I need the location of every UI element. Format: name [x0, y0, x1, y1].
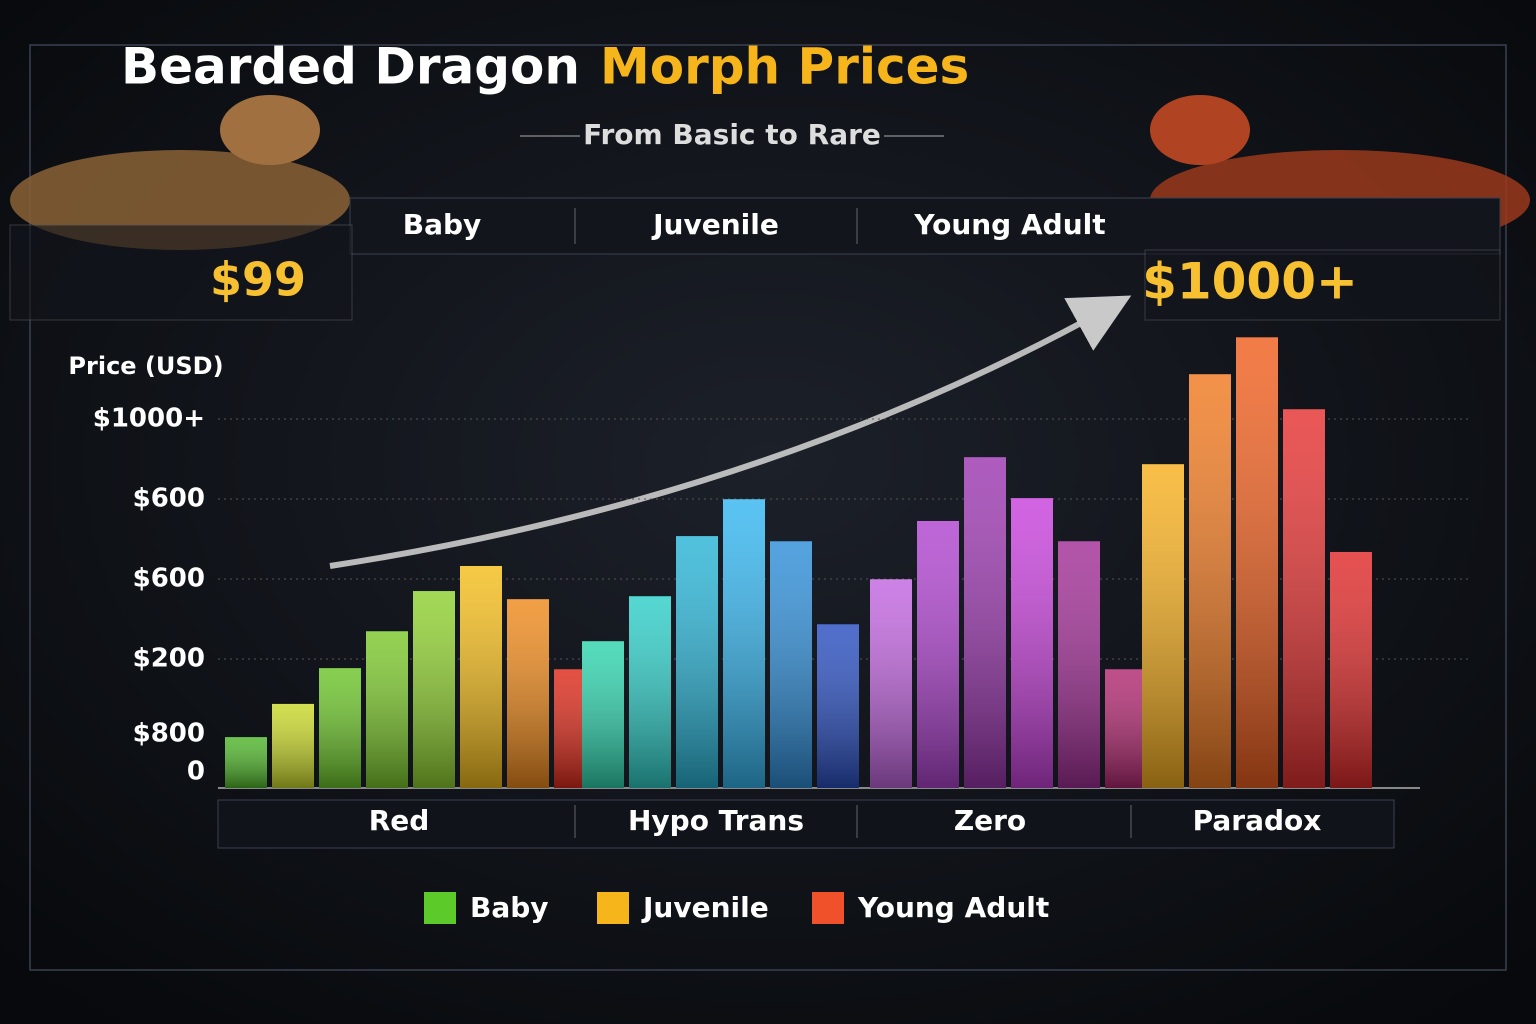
price-card-label: $99: [210, 253, 306, 307]
bar-shade: [629, 596, 671, 788]
bar-shade: [413, 591, 455, 788]
price-card: [1144, 249, 1501, 321]
bar-shade: [507, 599, 549, 788]
category-label: Hypo Trans: [628, 804, 804, 837]
bar-shade: [723, 499, 765, 788]
title-part: Morph Prices: [600, 38, 969, 96]
y-tick-label: 0: [187, 757, 205, 787]
bar-shade: [1011, 498, 1053, 788]
bar-shade: [366, 631, 408, 788]
stage-label: Juvenile: [651, 208, 779, 241]
bar-shade: [917, 520, 959, 788]
bar-shade: [225, 737, 267, 788]
y-tick-label: $600: [133, 484, 205, 514]
category-label: Zero: [954, 804, 1026, 837]
bar-shade: [676, 536, 718, 788]
bar-shade: [770, 541, 812, 788]
legend-swatch: [812, 892, 844, 924]
y-tick-label: $1000+: [93, 404, 205, 434]
y-axis-label: Price (USD): [68, 352, 223, 380]
y-tick-label: $800: [133, 719, 205, 749]
bar-shade: [1105, 669, 1147, 788]
stage-label: Young Adult: [913, 208, 1105, 241]
bar-shade: [272, 703, 314, 788]
legend-label: Juvenile: [641, 891, 769, 924]
bar-shade: [319, 668, 361, 788]
bar-shade: [1142, 464, 1184, 788]
bar-shade: [460, 565, 502, 788]
y-tick-label: $200: [133, 644, 205, 674]
price-card-label: $1000+: [1142, 253, 1358, 311]
bar-shade: [817, 624, 859, 788]
frame: [29, 44, 1507, 971]
category-band: [217, 799, 1395, 849]
bar-shade: [1330, 551, 1372, 788]
bar-shade: [1058, 541, 1100, 788]
bar-shade: [870, 579, 912, 788]
bar-shade: [582, 641, 624, 788]
bar-shade: [1189, 374, 1231, 788]
price-card: [9, 224, 353, 321]
legend-label: Baby: [470, 891, 549, 924]
stage-label: Baby: [403, 208, 482, 241]
legend-swatch: [597, 892, 629, 924]
legend-swatch: [424, 892, 456, 924]
category-label: Paradox: [1193, 804, 1322, 837]
bar-shade: [1283, 409, 1325, 788]
trend-arrow: [329, 295, 1132, 569]
legend-label: Young Adult: [857, 891, 1049, 924]
title-part: Bearded Dragon: [121, 38, 580, 96]
subtitle: From Basic to Rare: [583, 118, 881, 151]
bar-shade: [1236, 337, 1278, 788]
bar-shade: [964, 457, 1006, 788]
category-label: Red: [369, 804, 430, 837]
stage-band: [349, 197, 1501, 255]
y-tick-label: $600: [133, 564, 205, 594]
